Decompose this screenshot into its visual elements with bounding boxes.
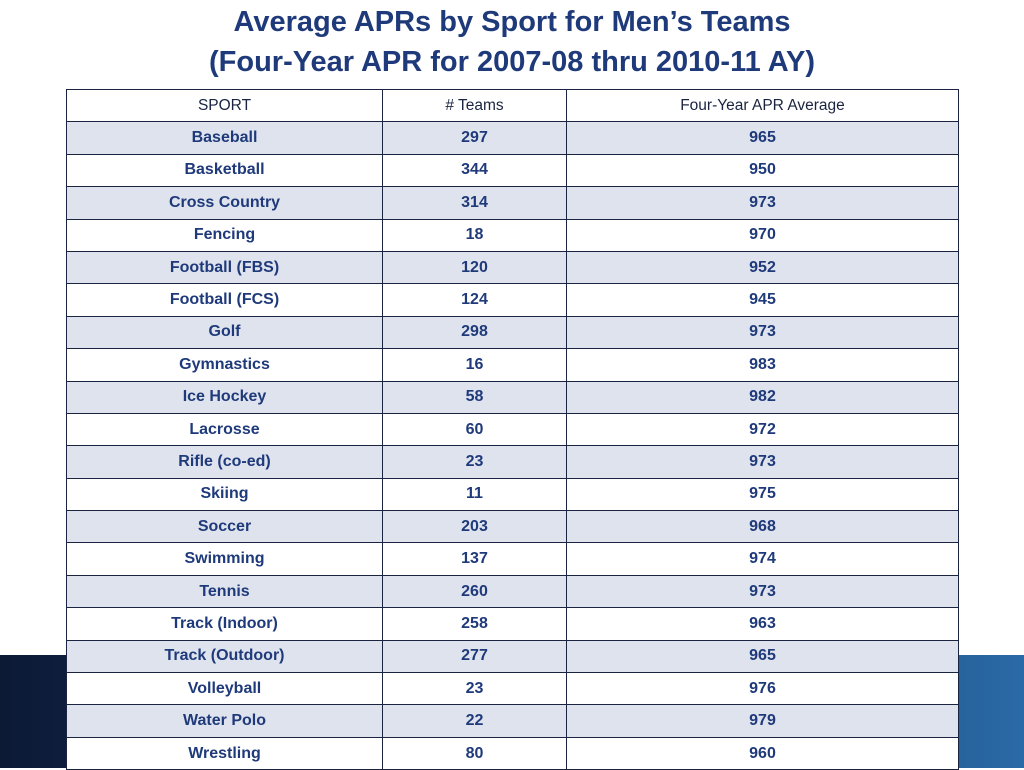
apr-cell: 965 [566,121,959,155]
sport-cell: Swimming [66,542,383,576]
sport-cell: Gymnastics [66,348,383,382]
teams-cell: 344 [382,153,567,188]
apr-cell: 972 [566,412,959,447]
apr-cell: 975 [566,477,959,512]
teams-cell: 277 [382,639,567,674]
teams-cell: 58 [382,380,567,414]
teams-cell: 260 [382,574,567,609]
sport-cell: Ice Hockey [66,380,383,414]
apr-cell: 950 [566,153,959,188]
table-row: Golf 298 973 [66,315,959,350]
sport-cell: Baseball [66,121,383,155]
teams-cell: 137 [382,542,567,576]
sport-cell: Tennis [66,574,383,609]
apr-cell: 952 [566,250,959,285]
teams-cell: 80 [382,736,567,770]
teams-cell: 120 [382,250,567,285]
sport-cell: Volleyball [66,672,383,706]
table-row: Rifle (co-ed) 23 973 [66,445,959,479]
apr-cell: 968 [566,510,959,544]
table-row: Water Polo 22 979 [66,704,959,738]
apr-cell: 973 [566,574,959,609]
sport-cell: Skiing [66,477,383,512]
sport-cell: Track (Outdoor) [66,639,383,674]
table-row: Tennis 260 973 [66,574,959,609]
title-line-2: (Four-Year APR for 2007-08 thru 2010-11 … [208,46,815,78]
apr-cell: 970 [566,218,959,252]
teams-cell: 297 [382,121,567,155]
apr-cell: 974 [566,542,959,576]
apr-cell: 979 [566,704,959,738]
table-row: Fencing 18 970 [66,218,959,252]
teams-cell: 298 [382,315,567,350]
apr-cell: 982 [566,380,959,414]
table-row: Gymnastics 16 983 [66,348,959,382]
teams-cell: 23 [382,672,567,706]
table-header-row: SPORT # Teams Four-Year APR Average [66,88,959,123]
table-row: Football (FBS) 120 952 [66,250,959,285]
teams-cell: 258 [382,607,567,641]
apr-cell: 983 [566,348,959,382]
sport-cell: Cross Country [66,186,383,220]
table-row: Volleyball 23 976 [66,672,959,706]
apr-cell: 973 [566,186,959,220]
apr-cell: 963 [566,607,959,641]
teams-cell: 22 [382,704,567,738]
page-title: Average APRs by Sport for Men’s Teams (F… [0,2,1024,82]
sport-cell: Football (FCS) [66,283,383,317]
teams-cell: 124 [382,283,567,317]
teams-cell: 23 [382,445,567,479]
teams-cell: 314 [382,186,567,220]
sport-cell: Wrestling [66,736,383,770]
table-row: Football (FCS) 124 945 [66,283,959,317]
header-teams: # Teams [382,88,567,123]
table-row: Track (Indoor) 258 963 [66,607,959,641]
teams-cell: 60 [382,412,567,447]
table-body: Baseball 297 965 Basketball 344 950 Cross Coun… [66,121,959,770]
apr-cell: 973 [566,445,959,479]
sport-cell: Football (FBS) [66,250,383,285]
table-row: Swimming 137 974 [66,542,959,576]
apr-cell: 945 [566,283,959,317]
teams-cell: 203 [382,510,567,544]
apr-cell: 976 [566,672,959,706]
apr-cell: 960 [566,736,959,770]
table-row: Skiing 11 975 [66,477,959,512]
apr-cell: 973 [566,315,959,350]
table-row: Soccer 203 968 [66,510,959,544]
sport-cell: Track (Indoor) [66,607,383,641]
sport-cell: Water Polo [66,704,383,738]
table-row: Ice Hockey 58 982 [66,380,959,414]
table-row: Lacrosse 60 972 [66,412,959,447]
teams-cell: 18 [382,218,567,252]
table-row: Track (Outdoor) 277 965 [66,639,959,674]
sport-cell: Rifle (co-ed) [66,445,383,479]
table-row: Basketball 344 950 [66,153,959,188]
table-row: Wrestling 80 960 [66,736,959,770]
teams-cell: 16 [382,348,567,382]
sport-cell: Golf [66,315,383,350]
header-apr-average: Four-Year APR Average [566,88,959,123]
sport-cell: Fencing [66,218,383,252]
table-row: Baseball 297 965 [66,121,959,155]
sport-cell: Lacrosse [66,412,383,447]
sport-cell: Soccer [66,510,383,544]
apr-cell: 965 [566,639,959,674]
title-line-1: Average APRs by Sport for Men’s Teams [233,6,791,38]
teams-cell: 11 [382,477,567,512]
table-row: Cross Country 314 973 [66,186,959,220]
sport-cell: Basketball [66,153,383,188]
header-sport: SPORT [66,88,383,123]
apr-table: SPORT # Teams Four-Year APR Average Base… [66,88,959,770]
